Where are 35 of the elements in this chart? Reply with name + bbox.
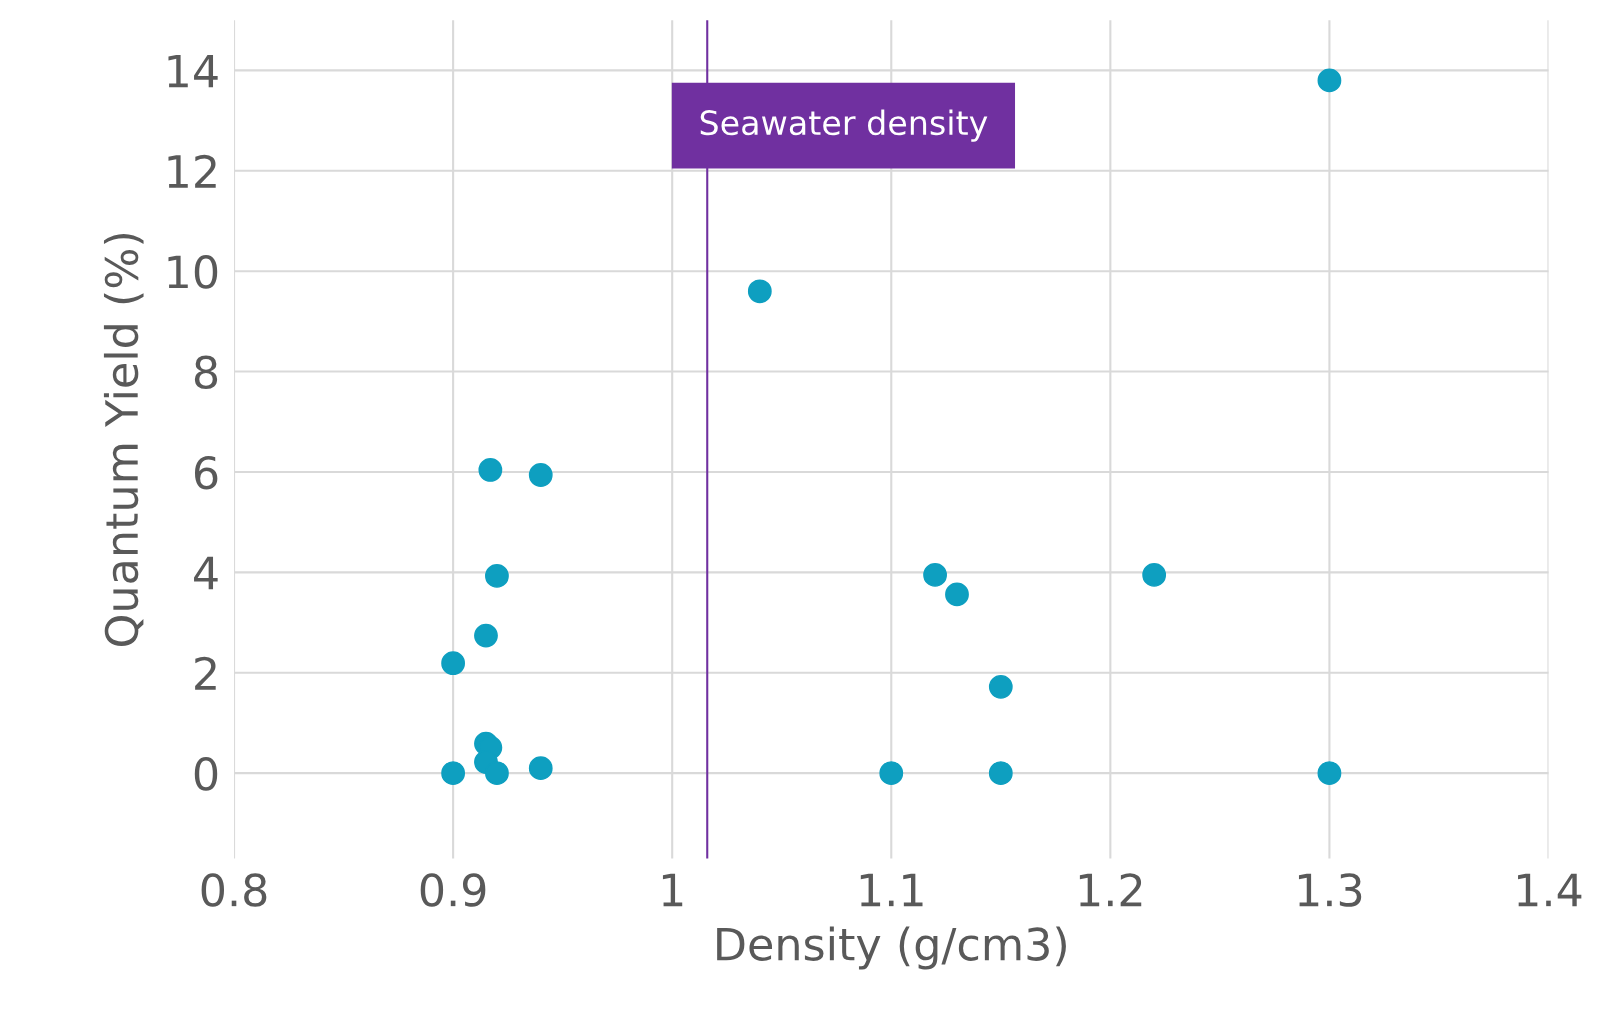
- point: [945, 582, 969, 607]
- point: [528, 756, 553, 781]
- point: [747, 279, 772, 304]
- point: [441, 651, 466, 676]
- x-tick-label: 1.2: [1079, 873, 1142, 907]
- point: [988, 761, 1013, 786]
- y-tick-label: 2: [195, 656, 216, 690]
- point: [528, 463, 553, 487]
- point: [1317, 761, 1342, 786]
- point: [474, 623, 498, 648]
- x-tick-label: 1: [662, 873, 683, 907]
- point: [441, 761, 466, 786]
- x-tick-label: 1.4: [1518, 873, 1582, 907]
- point: [1317, 68, 1342, 93]
- y-tick-label: 4: [194, 556, 218, 590]
- point: [478, 458, 503, 482]
- x-tick-label: 1.1: [860, 873, 923, 907]
- point: [485, 563, 509, 588]
- point: [923, 562, 947, 587]
- point: [1142, 562, 1167, 587]
- x-tick-label: 1.3: [1298, 873, 1362, 907]
- ref-line-label: Seawater density: [700, 109, 988, 142]
- y-axis-title: Quantum Yield (%): [103, 233, 144, 647]
- y-tick-label: 0: [194, 757, 218, 791]
- y-tick-label: 10: [168, 255, 218, 289]
- x-axis-title: Density (g/cm3): [717, 926, 1066, 970]
- y-tick-label: 8: [194, 355, 218, 390]
- y-tick-label: 14: [168, 54, 218, 88]
- y-tick-label: 12: [168, 154, 216, 188]
- x-tick-label: 0.9: [420, 873, 486, 907]
- point: [879, 761, 904, 786]
- x-tick-label: 0.8: [201, 873, 267, 907]
- y-tick-label: 6: [194, 455, 218, 490]
- point: [485, 761, 509, 786]
- point: [988, 674, 1013, 699]
